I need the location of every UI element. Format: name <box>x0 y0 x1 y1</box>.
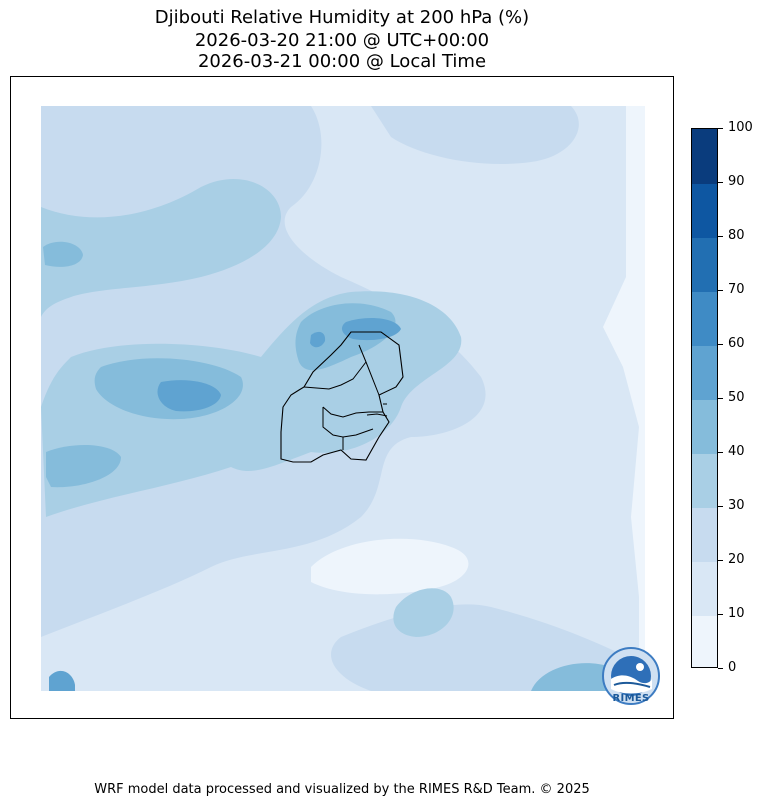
region-border <box>322 406 383 418</box>
map-frame <box>10 76 674 719</box>
field-band-40-50-southwest <box>46 445 121 488</box>
colorbar-tick-label: 10 <box>728 606 745 621</box>
field-band-50-60-central-2 <box>310 331 326 348</box>
colorbar-tick <box>718 397 723 399</box>
colorbar-segment <box>692 129 717 184</box>
colorbar-tick-label: 100 <box>728 120 753 135</box>
field-band-0-10-east <box>603 106 645 691</box>
region-border <box>303 361 367 390</box>
colorbar-tick-label: 30 <box>728 498 745 513</box>
coastline-islands <box>366 403 388 417</box>
field-band-50-60-west <box>157 380 221 412</box>
colorbar-segment <box>692 183 717 238</box>
colorbar-segment <box>692 561 717 616</box>
colorbar-tick <box>718 505 723 507</box>
colorbar-tick-label: 50 <box>728 390 745 405</box>
colorbar-tick <box>718 613 723 615</box>
region-border <box>322 407 344 450</box>
colorbar-segment <box>692 507 717 562</box>
map-subtitle-local: 2026-03-21 00:00 @ Local Time <box>197 51 487 72</box>
colorbar-tick-label: 0 <box>728 660 737 675</box>
map-subtitle-utc: 2026-03-20 21:00 @ UTC+00:00 <box>194 30 490 51</box>
colorbar-tick <box>718 181 723 183</box>
colorbar-segment <box>692 453 717 508</box>
logo-text: RIMES <box>612 693 650 704</box>
colorbar-tick-label: 80 <box>728 228 745 243</box>
colorbar-segment <box>692 291 717 346</box>
rimes-logo-icon <box>602 647 660 705</box>
field-band-0-10-south <box>311 538 469 595</box>
field-band-30-40-southcenter <box>393 588 454 637</box>
field-band-20-30-north <box>371 106 579 165</box>
footer-credit: WRF model data processed and visualized … <box>94 782 590 797</box>
field-band-40-50-northwest <box>43 241 83 267</box>
colorbar-segment <box>692 399 717 454</box>
colorbar-tick <box>718 127 723 129</box>
field-band-50-60-central <box>341 317 401 341</box>
colorbar-tick <box>718 343 723 345</box>
colorbar-segment <box>692 345 717 400</box>
map-title: Djibouti Relative Humidity at 200 hPa (%… <box>154 7 530 28</box>
colorbar-tick <box>718 235 723 237</box>
colorbar <box>691 128 718 668</box>
colorbar-tick-label: 60 <box>728 336 745 351</box>
field-band-30-40-west <box>41 178 281 317</box>
colorbar-tick <box>718 559 723 561</box>
colorbar-tick <box>718 289 723 291</box>
colorbar-segment <box>692 615 717 667</box>
colorbar-tick-label: 70 <box>728 282 745 297</box>
colorbar-tick <box>718 451 723 453</box>
colorbar-segment <box>692 237 717 292</box>
field-band-50-60-southwest-corner <box>49 670 75 691</box>
humidity-map <box>41 106 645 691</box>
colorbar-tick-label: 40 <box>728 444 745 459</box>
colorbar-tick-label: 20 <box>728 552 745 567</box>
region-border <box>342 428 374 438</box>
colorbar-tick <box>718 667 723 669</box>
colorbar-tick-label: 90 <box>728 174 745 189</box>
